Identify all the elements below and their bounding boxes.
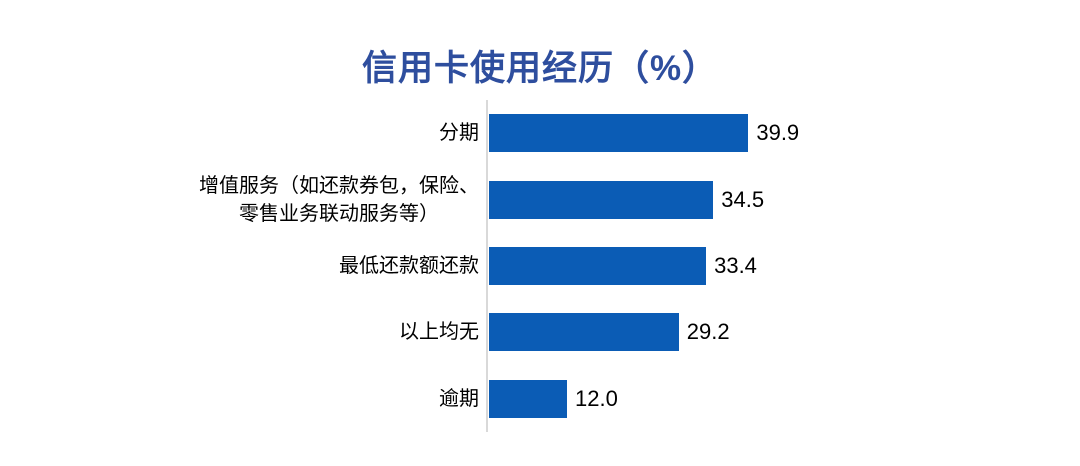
- category-label-cell: 逾期: [0, 385, 487, 413]
- bar-row: 最低还款额还款 33.4: [0, 233, 1080, 299]
- bar: [489, 379, 567, 418]
- bar-row: 逾期 12.0: [0, 366, 1080, 432]
- category-label: 最低还款额还款: [339, 254, 479, 277]
- bar-row: 以上均无 29.2: [0, 299, 1080, 365]
- bar-row: 增值服务（如还款券包，保险、 零售业务联动服务等） 34.5: [0, 166, 1080, 232]
- bar-cell: 33.4: [489, 246, 1080, 285]
- value-label: 29.2: [686, 319, 730, 345]
- bar-cell: 39.9: [489, 114, 1080, 153]
- y-axis-line: [486, 100, 488, 432]
- bar-row: 分期 39.9: [0, 100, 1080, 166]
- value-label: 34.5: [721, 186, 765, 212]
- chart-title: 信用卡使用经历（%）: [361, 49, 719, 88]
- category-label-cell: 以上均无: [0, 318, 487, 346]
- bar-rows: 分期 39.9 增值服务（如还款券包，保险、 零售业务联动服务等） 34.5: [0, 100, 1080, 432]
- category-label-cell: 增值服务（如还款券包，保险、 零售业务联动服务等）: [0, 172, 487, 228]
- category-label: 以上均无: [399, 321, 479, 344]
- bar-cell: 29.2: [489, 313, 1080, 352]
- category-label: 分期: [439, 122, 479, 145]
- value-label: 39.9: [756, 120, 800, 146]
- category-label: 逾期: [439, 387, 479, 410]
- bar-cell: 34.5: [489, 180, 1080, 219]
- bar: [489, 114, 749, 153]
- category-label-cell: 分期: [0, 119, 487, 147]
- value-label: 12.0: [575, 385, 618, 411]
- value-label: 33.4: [714, 252, 757, 278]
- plot-area: 分期 39.9 增值服务（如还款券包，保险、 零售业务联动服务等） 34.5: [0, 100, 1080, 432]
- bar: [489, 180, 714, 219]
- category-label: 增值服务（如还款券包，保险、 零售业务联动服务等）: [199, 174, 479, 225]
- bar: [489, 246, 707, 285]
- bar: [489, 313, 679, 352]
- bar-cell: 12.0: [489, 379, 1080, 418]
- category-label-cell: 最低还款额还款: [0, 252, 487, 280]
